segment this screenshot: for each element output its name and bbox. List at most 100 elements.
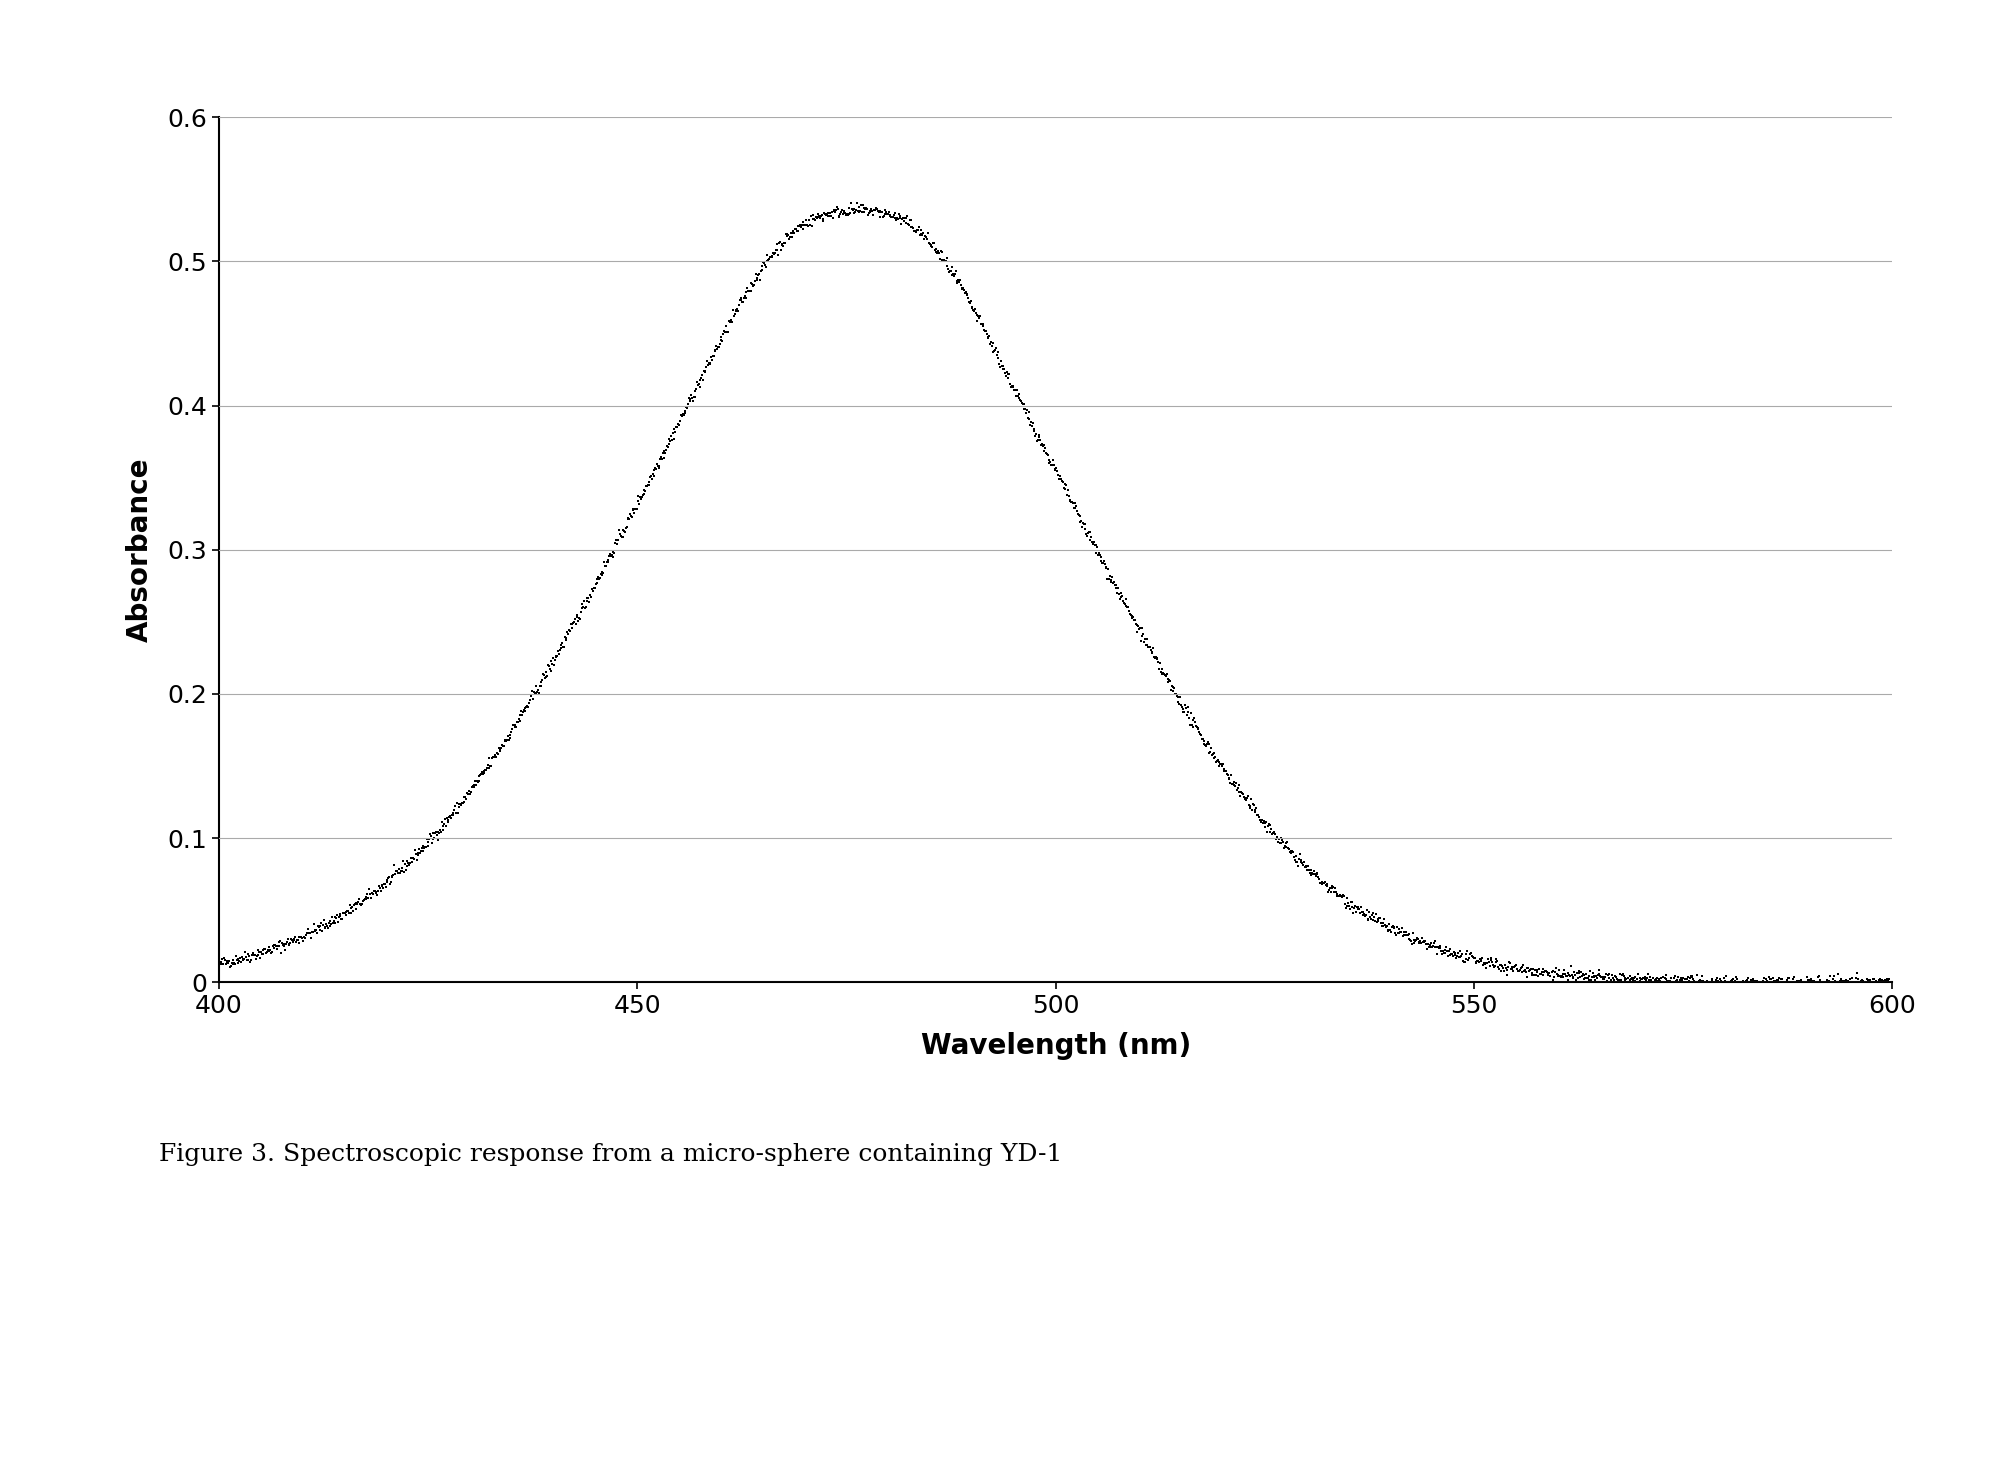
Point — [233, 944, 265, 968]
Point — [1359, 909, 1390, 932]
Point — [1436, 943, 1468, 966]
Point — [1731, 970, 1763, 994]
Point — [1006, 390, 1038, 413]
Point — [458, 776, 490, 799]
Point — [373, 866, 404, 890]
Point — [357, 883, 388, 906]
Point — [283, 931, 315, 954]
Point — [1825, 969, 1857, 992]
Point — [376, 865, 408, 888]
Point — [715, 311, 747, 334]
Point — [703, 333, 735, 356]
Point — [367, 875, 398, 899]
Point — [1305, 872, 1337, 896]
Point — [1066, 510, 1098, 534]
Point — [1400, 927, 1432, 950]
Point — [1032, 443, 1064, 466]
Point — [1460, 951, 1492, 975]
Point — [817, 201, 849, 224]
Point — [504, 704, 536, 727]
Point — [1504, 960, 1536, 984]
Point — [912, 232, 944, 255]
Point — [1110, 588, 1141, 611]
Point — [1191, 730, 1223, 754]
Point — [713, 311, 745, 334]
Point — [1131, 627, 1163, 651]
Point — [1868, 968, 1900, 991]
Point — [1026, 434, 1058, 457]
Point — [576, 578, 608, 601]
Point — [984, 356, 1016, 380]
Point — [1177, 708, 1209, 732]
Point — [506, 699, 538, 723]
Point — [482, 736, 514, 759]
Point — [1004, 388, 1036, 412]
Point — [1382, 922, 1414, 946]
Point — [558, 611, 590, 635]
Point — [602, 532, 633, 556]
Point — [562, 603, 594, 626]
Point — [301, 921, 333, 944]
Point — [1016, 412, 1048, 435]
Point — [275, 932, 307, 956]
Point — [313, 912, 345, 935]
Point — [1745, 970, 1777, 994]
Point — [229, 946, 261, 969]
Point — [1709, 965, 1741, 988]
Point — [801, 202, 833, 226]
Point — [341, 893, 373, 916]
Point — [1819, 965, 1851, 988]
Point — [787, 217, 819, 240]
Point — [1372, 912, 1404, 935]
Point — [349, 887, 380, 910]
Point — [546, 633, 578, 657]
Point — [1211, 764, 1243, 787]
Point — [269, 938, 301, 962]
Point — [767, 232, 799, 255]
Point — [749, 255, 781, 279]
Point — [1257, 822, 1289, 846]
Point — [1863, 970, 1894, 994]
Point — [1598, 966, 1629, 990]
Point — [869, 198, 900, 221]
Point — [1872, 969, 1904, 992]
Point — [438, 799, 470, 822]
Point — [1189, 729, 1221, 752]
Point — [1815, 970, 1847, 994]
Point — [301, 918, 333, 941]
Point — [884, 213, 916, 236]
Point — [1590, 962, 1621, 985]
Point — [1629, 965, 1661, 988]
Point — [1249, 815, 1281, 839]
Point — [888, 207, 920, 230]
Point — [331, 900, 363, 924]
Point — [878, 207, 910, 230]
Point — [1388, 921, 1420, 944]
Point — [916, 236, 948, 259]
Point — [562, 610, 594, 633]
Point — [1578, 962, 1610, 985]
Point — [908, 227, 940, 251]
Point — [307, 913, 339, 937]
Point — [394, 852, 426, 875]
Point — [1394, 927, 1426, 950]
Point — [1713, 970, 1745, 994]
Point — [1735, 969, 1767, 992]
Point — [713, 309, 745, 333]
Point — [928, 249, 960, 273]
Point — [534, 660, 566, 683]
Point — [1374, 918, 1406, 941]
Point — [737, 271, 769, 295]
Point — [1347, 900, 1378, 924]
Point — [446, 792, 478, 815]
Point — [1434, 943, 1466, 966]
Point — [223, 951, 255, 975]
Point — [572, 586, 604, 610]
Point — [1791, 970, 1823, 994]
Point — [894, 208, 926, 232]
Point — [241, 944, 273, 968]
Point — [614, 501, 645, 525]
Point — [733, 280, 765, 303]
Point — [871, 199, 902, 223]
Point — [781, 214, 813, 237]
